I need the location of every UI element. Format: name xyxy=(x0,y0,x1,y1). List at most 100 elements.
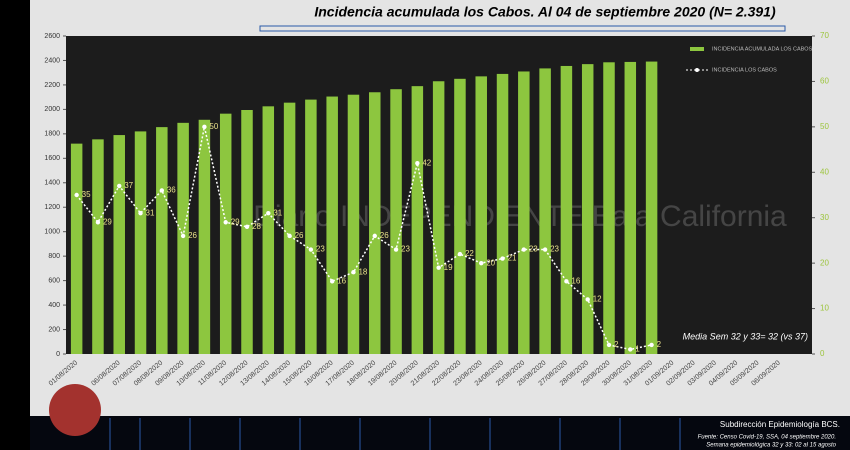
data-label: 21 xyxy=(508,254,517,263)
data-label: 35 xyxy=(82,190,91,199)
line-marker xyxy=(287,233,292,239)
data-label: 26 xyxy=(380,231,389,240)
bar xyxy=(369,92,381,354)
line-marker xyxy=(351,270,356,275)
data-label: 36 xyxy=(167,186,176,195)
data-label: 31 xyxy=(273,208,282,217)
annotation: Media Sem 32 y 33= 32 (vs 37) xyxy=(683,331,808,341)
line-marker xyxy=(457,251,463,257)
bar xyxy=(411,86,424,355)
data-label: 26 xyxy=(188,231,197,240)
data-label: 23 xyxy=(550,245,559,254)
footer-text: Subdirección Epidemiología BCS. xyxy=(720,420,840,429)
data-label: 29 xyxy=(103,217,112,226)
line-marker xyxy=(138,210,143,216)
bar xyxy=(326,96,338,355)
y2-tick-label: 0 xyxy=(820,349,825,358)
virus-icon xyxy=(49,384,101,436)
bar xyxy=(156,127,168,354)
bar xyxy=(560,65,573,354)
line-marker xyxy=(308,247,314,252)
legend-swatch xyxy=(695,68,699,72)
line-marker xyxy=(479,260,484,266)
y-tick-label: 200 xyxy=(48,326,60,333)
title-underline xyxy=(259,25,786,32)
data-label: 18 xyxy=(358,267,367,276)
y-tick-label: 1000 xyxy=(44,229,60,236)
y-tick-label: 2200 xyxy=(44,82,60,89)
bar xyxy=(241,109,253,354)
data-label: 1 xyxy=(635,345,640,354)
line-marker xyxy=(159,188,165,193)
bar xyxy=(198,119,211,355)
y-tick-label: 2000 xyxy=(44,106,60,113)
data-label: 19 xyxy=(444,263,453,272)
bar xyxy=(113,135,125,354)
data-label: 16 xyxy=(337,276,346,285)
line-marker xyxy=(95,220,101,225)
bar xyxy=(581,64,594,354)
data-label: 23 xyxy=(529,245,538,254)
footer-text: Fuente: Censo Covid-19, SSA, 04 septiemb… xyxy=(698,435,836,441)
bar xyxy=(603,62,615,355)
bar xyxy=(454,78,466,355)
y-tick-label: 1800 xyxy=(44,131,60,138)
data-label: 2 xyxy=(614,340,619,349)
line-marker xyxy=(436,265,441,270)
bar xyxy=(134,131,147,354)
data-label: 16 xyxy=(571,276,580,285)
data-label: 26 xyxy=(295,231,304,240)
line-marker xyxy=(117,183,122,189)
legend-label: INCIDENCIA LOS CABOS xyxy=(712,67,777,73)
bar xyxy=(496,73,509,355)
y-tick-label: 0 xyxy=(56,351,60,358)
data-label: 12 xyxy=(593,295,602,304)
bar xyxy=(432,81,445,354)
y-tick-label: 2600 xyxy=(44,33,60,40)
line-marker xyxy=(542,247,548,252)
footer-strip xyxy=(30,416,850,450)
data-label: 23 xyxy=(316,245,325,254)
bar xyxy=(219,113,232,355)
line-marker xyxy=(329,279,335,284)
bar xyxy=(390,89,402,354)
line-marker xyxy=(393,247,399,252)
line-marker xyxy=(606,342,612,348)
data-label: 28 xyxy=(252,222,261,231)
line-marker xyxy=(585,297,590,302)
line-marker xyxy=(202,124,207,130)
y-tick-label: 600 xyxy=(48,277,60,284)
bar xyxy=(262,106,275,354)
data-label: 23 xyxy=(401,245,410,254)
bar xyxy=(624,61,637,354)
line-marker xyxy=(415,161,420,166)
y2-tick-label: 50 xyxy=(820,122,829,131)
line-marker xyxy=(628,347,633,352)
chart-title: Incidencia acumulada los Cabos. Al 04 de… xyxy=(314,4,776,20)
bar xyxy=(347,94,360,354)
bar xyxy=(475,76,487,354)
legend-swatch xyxy=(690,47,704,51)
bar xyxy=(283,102,296,355)
legend-label: INCIDENCIA ACUMULADA LOS CABOS xyxy=(712,46,813,52)
bar xyxy=(539,68,551,355)
data-label: 20 xyxy=(486,258,495,267)
y-tick-label: 400 xyxy=(48,302,60,309)
line-marker xyxy=(564,279,569,284)
line-marker xyxy=(649,342,654,348)
data-label: 2 xyxy=(657,340,662,349)
y-tick-label: 800 xyxy=(48,253,60,260)
line-marker xyxy=(180,233,186,239)
data-label: 50 xyxy=(209,122,218,131)
y-tick-label: 1600 xyxy=(44,155,60,162)
bar xyxy=(305,99,317,354)
y-tick-label: 2400 xyxy=(44,57,60,64)
line-marker xyxy=(244,224,250,229)
data-label: 31 xyxy=(146,208,155,217)
y2-tick-label: 30 xyxy=(820,213,829,222)
bar xyxy=(92,139,104,354)
y-tick-label: 1200 xyxy=(44,204,60,211)
footer-text: Semana epidemiológica 32 y 33: 02 al 15 … xyxy=(706,443,836,449)
line-marker xyxy=(521,247,527,252)
